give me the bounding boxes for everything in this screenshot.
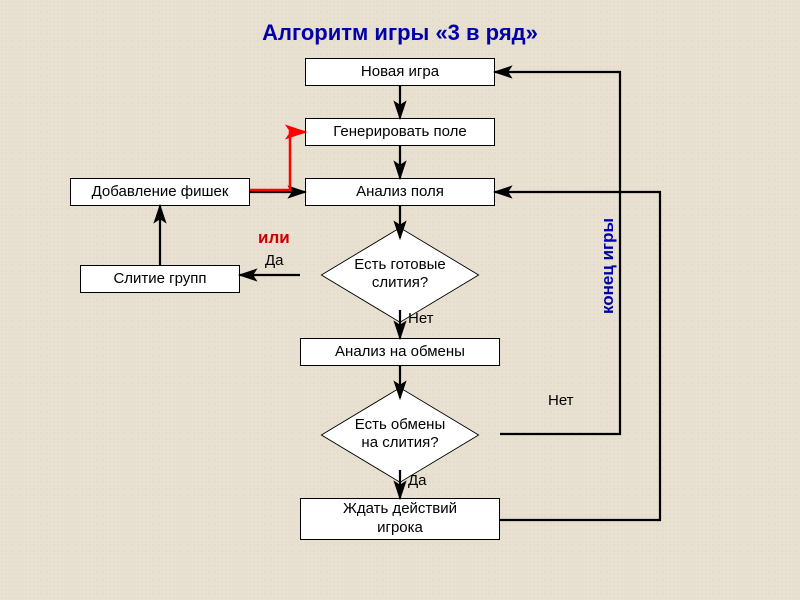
decision-merges: Есть готовыеслития? (300, 238, 500, 310)
edge-addchips-generate-or (250, 132, 305, 190)
node-merge-groups: Слитие групп (80, 265, 240, 293)
decision-merges-label: Есть готовыеслития? (300, 238, 500, 310)
decision-swaps: Есть обменына слития? (300, 398, 500, 470)
label-or: или (258, 228, 290, 248)
diagram-title: Алгоритм игры «3 в ряд» (0, 20, 800, 46)
node-wait: Ждать действийигрока (300, 498, 500, 540)
label-yes1: Да (265, 252, 284, 269)
node-add-chips: Добавление фишек (70, 178, 250, 206)
label-no1: Нет (408, 310, 434, 327)
label-endgame: конец игры (598, 218, 618, 314)
edge-wait-analyze (495, 192, 660, 520)
node-new-game: Новая игра (305, 58, 495, 86)
label-no2: Нет (548, 392, 574, 409)
node-analyze-swap: Анализ на обмены (300, 338, 500, 366)
node-analyze: Анализ поля (305, 178, 495, 206)
node-generate: Генерировать поле (305, 118, 495, 146)
label-yes2: Да (408, 472, 427, 489)
decision-swaps-label: Есть обменына слития? (300, 398, 500, 470)
